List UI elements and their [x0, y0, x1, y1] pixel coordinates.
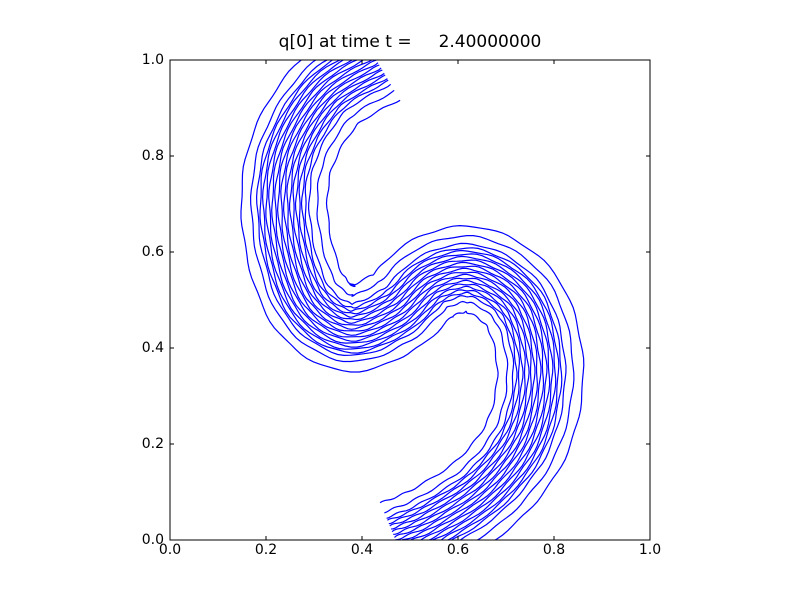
y-tick-label: 0.0 [142, 532, 164, 548]
contour-line [307, 83, 567, 540]
y-tick-label: 0.4 [142, 340, 164, 356]
contour-area [240, 60, 585, 540]
contour-line [259, 60, 518, 521]
contour-line [265, 60, 524, 527]
contour-line [289, 67, 548, 540]
contour-line [294, 72, 554, 540]
contour-line [249, 60, 509, 514]
contour-line [274, 60, 532, 535]
x-tick-label: 0.8 [543, 542, 565, 558]
chart-title: q[0] at time t = 2.40000000 [279, 32, 542, 52]
contour-line [268, 60, 526, 530]
contour-line [240, 60, 499, 504]
y-tick-label: 0.8 [142, 148, 164, 164]
contour-line [280, 60, 539, 540]
y-tick-label: 0.2 [142, 436, 164, 452]
x-tick-label: 0.0 [159, 542, 181, 558]
x-tick-label: 0.6 [447, 542, 469, 558]
contour-line [316, 89, 575, 540]
contour-line [261, 60, 521, 525]
x-tick-label: 0.2 [255, 542, 277, 558]
contour-line [276, 60, 536, 538]
contour-line [255, 60, 515, 519]
contour-line [325, 99, 585, 540]
contour-line [298, 74, 557, 540]
contour-line [292, 69, 551, 540]
contour-line [282, 62, 542, 540]
y-tick-label: 1.0 [142, 52, 164, 68]
contour-line [300, 78, 560, 540]
x-tick-label: 0.4 [351, 542, 373, 558]
contour-line [304, 79, 563, 540]
x-tick-label: 1.0 [639, 542, 661, 558]
y-tick-label: 0.6 [142, 244, 164, 260]
plot-frame [169, 59, 651, 541]
contour-line [271, 60, 530, 533]
contour-line [286, 64, 545, 540]
